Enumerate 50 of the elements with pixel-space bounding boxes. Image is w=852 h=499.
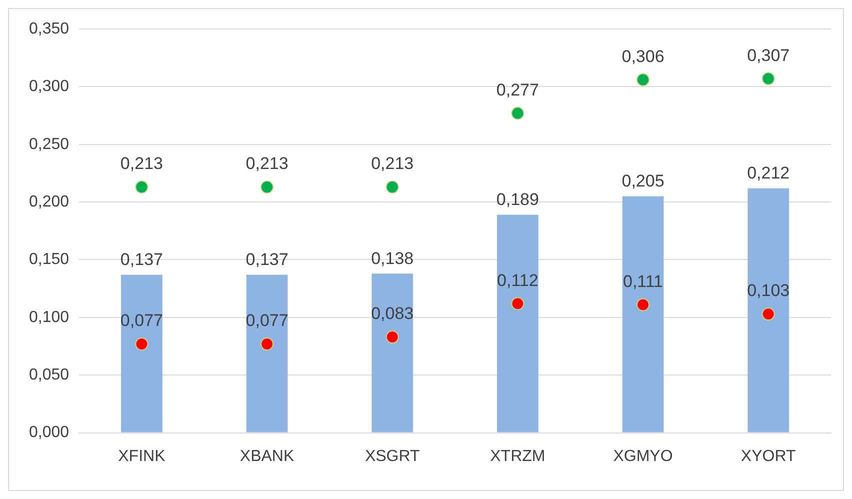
data-label: 0,213 bbox=[120, 154, 163, 174]
data-label: 0,111 bbox=[622, 272, 664, 291]
bar bbox=[121, 274, 162, 432]
y-tick-label: 0,250 bbox=[28, 136, 70, 153]
y-tick-label: 0,150 bbox=[28, 251, 70, 268]
data-label: 0,189 bbox=[496, 190, 539, 209]
point bbox=[762, 72, 775, 86]
point bbox=[511, 106, 524, 120]
y-tick-label: 0,200 bbox=[28, 193, 70, 210]
point bbox=[135, 180, 148, 194]
point bbox=[762, 307, 775, 320]
data-label: 0,205 bbox=[622, 171, 664, 190]
point bbox=[386, 330, 399, 344]
x-tick-label: XYORT bbox=[740, 448, 796, 465]
data-label: 0,138 bbox=[371, 248, 414, 268]
point bbox=[135, 337, 148, 350]
point bbox=[260, 337, 274, 350]
y-tick-label: 0,350 bbox=[28, 20, 70, 38]
data-label: 0,103 bbox=[747, 281, 790, 300]
bar bbox=[372, 274, 414, 432]
point bbox=[636, 298, 650, 312]
x-tick-label: XGMYO bbox=[613, 448, 673, 465]
y-tick-label: 0,300 bbox=[28, 78, 70, 96]
bar bbox=[748, 188, 790, 432]
bar bbox=[497, 214, 538, 432]
data-label: 0,213 bbox=[246, 154, 288, 174]
x-tick-label: XFINK bbox=[118, 448, 166, 465]
bar bbox=[622, 196, 664, 432]
x-tick-label: XBANK bbox=[240, 448, 294, 465]
data-label: 0,213 bbox=[371, 154, 414, 174]
data-label: 0,137 bbox=[120, 250, 163, 269]
bar bbox=[246, 274, 288, 432]
x-tick-label: XTRZM bbox=[490, 448, 546, 465]
data-label: 0,077 bbox=[246, 311, 288, 330]
data-label: 0,307 bbox=[747, 46, 790, 65]
y-tick-label: 0,100 bbox=[28, 308, 70, 326]
y-tick-label: 0,000 bbox=[28, 424, 70, 442]
data-label: 0,112 bbox=[497, 270, 538, 290]
y-tick-label: 0,050 bbox=[28, 366, 70, 384]
data-label: 0,137 bbox=[246, 250, 288, 269]
data-label: 0,306 bbox=[622, 46, 664, 66]
data-label: 0,277 bbox=[496, 80, 539, 100]
point bbox=[511, 297, 524, 310]
x-tick-label: XSGRT bbox=[364, 448, 420, 465]
point bbox=[636, 73, 650, 86]
point bbox=[386, 180, 399, 194]
point bbox=[260, 180, 274, 194]
data-label: 0,077 bbox=[120, 311, 163, 330]
data-label: 0,212 bbox=[747, 163, 790, 182]
data-label: 0,083 bbox=[371, 304, 414, 324]
